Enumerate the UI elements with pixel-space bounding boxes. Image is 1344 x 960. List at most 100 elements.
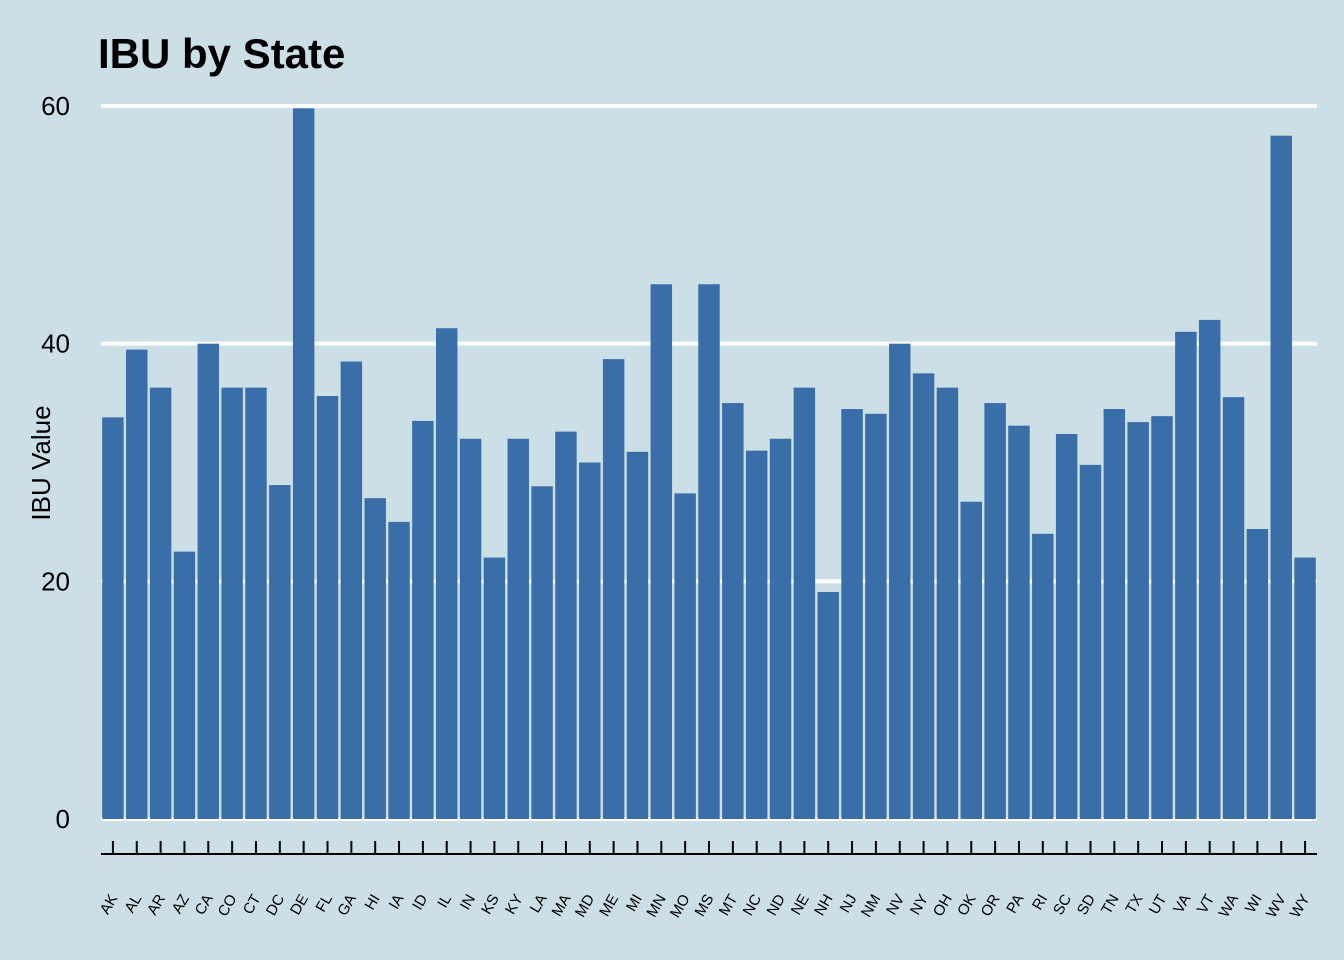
bar-wa [1222,397,1245,819]
x-tick-label-al: AL [121,892,145,916]
bar-nd [769,438,792,819]
x-tick-label-nc: NC [740,891,766,918]
bar-mo [674,493,696,819]
bar-nc [745,450,768,819]
x-tick-label-nd: ND [763,891,789,918]
bar-nj [841,409,863,819]
x-tick-label-ut: UT [1146,892,1171,918]
x-tick-label-ar: AR [144,891,169,918]
bar-fl [316,395,339,819]
x-tick-label-ia: IA [386,892,408,913]
y-tick-label: 40 [41,329,70,359]
bar-az [173,551,196,819]
x-tick-label-me: ME [596,892,622,920]
bar-wv [1270,135,1292,820]
x-tick-label-wi: WI [1242,892,1266,916]
bar-dc [269,485,291,819]
bars [102,108,1316,820]
bar-co [221,387,243,819]
bar-il [435,328,458,819]
x-tick-label-ma: MA [548,892,574,920]
bar-in [459,438,482,819]
x-tick-label-tn: TN [1098,892,1123,918]
bar-wi [1246,529,1269,819]
x-tick-label-ok: OK [954,892,980,919]
bar-pa [1008,425,1030,819]
bar-oh [936,387,959,819]
bar-id [412,420,434,819]
bar-mt [722,403,744,819]
bar-nm [865,413,887,819]
x-tick-label-ny: NY [907,892,932,919]
x-tick-label-fl: FL [312,892,335,916]
bar-ky [507,438,529,819]
bar-hi [364,498,386,819]
bar-ok [960,501,983,819]
x-tick-label-in: IN [457,892,479,913]
x-tick-label-ks: KS [478,892,503,918]
bar-sd [1079,464,1102,819]
bar-tn [1103,409,1126,819]
x-tick-label-wy: WY [1287,892,1314,921]
x-tick-label-va: VA [1170,892,1194,917]
x-axis [101,841,1317,855]
bar-md [579,462,601,819]
x-tick-label-ga: GA [334,892,360,919]
bar-ct [245,387,267,819]
x-tick-label-mo: MO [667,892,694,921]
x-tick-label-sd: SD [1074,891,1099,918]
x-tick-label-dc: DC [263,891,289,918]
bar-la [531,486,553,819]
x-tick-label-mi: MI [623,892,646,915]
x-tick-label-nv: NV [883,892,908,919]
x-tick-label-nm: NM [858,892,884,921]
bar-nh [817,592,839,819]
bar-tx [1127,422,1149,819]
x-tick-label-de: DE [287,892,312,919]
bar-de [292,108,315,820]
x-tick-label-pa: PA [1003,892,1027,917]
x-tick-label-hi: HI [361,892,383,913]
y-tick-label: 0 [56,804,70,834]
bar-me [602,359,625,819]
x-tick-label-wa: WA [1215,892,1242,921]
bar-va [1175,331,1197,819]
bar-mi [626,451,649,819]
chart-title: IBU by State [98,30,345,77]
x-tick-label-ms: MS [691,892,717,920]
bar-mn [650,284,673,819]
bar-al [126,349,148,819]
x-tick-label-tx: TX [1122,892,1146,917]
bar-ne [793,387,816,819]
x-tick-label-vt: VT [1194,892,1218,917]
y-axis-label: IBU Value [26,405,56,520]
x-tick-label-il: IL [434,892,455,911]
x-tick-label-or: OR [978,891,1004,919]
bar-ak [102,417,124,819]
bar-ia [388,521,410,819]
x-tick-label-ky: KY [502,892,527,918]
bar-ks [483,557,506,819]
y-tick-label: 20 [41,566,70,596]
x-tick-label-md: MD [572,891,598,920]
bar-or [984,403,1006,819]
bar-ga [340,361,363,819]
bar-ms [698,284,720,819]
x-tick-label-oh: OH [930,892,956,920]
bar-ma [555,431,577,819]
x-tick-label-ne: NE [788,892,813,919]
bar-sc [1055,433,1078,819]
bar-nv [889,343,911,819]
x-tick-label-ca: CA [192,892,217,919]
y-tick-labels: 0 20 40 60 [41,91,70,834]
y-tick-label: 60 [41,91,70,121]
x-tick-label-mn: MN [643,892,669,921]
bar-ri [1032,533,1054,819]
bar-ca [197,343,220,819]
bar-wy [1294,557,1316,819]
x-tick-label-wv: WV [1263,892,1290,921]
bar-ut [1151,416,1173,819]
bar-ny [912,373,935,819]
x-tick-label-az: AZ [169,892,193,917]
